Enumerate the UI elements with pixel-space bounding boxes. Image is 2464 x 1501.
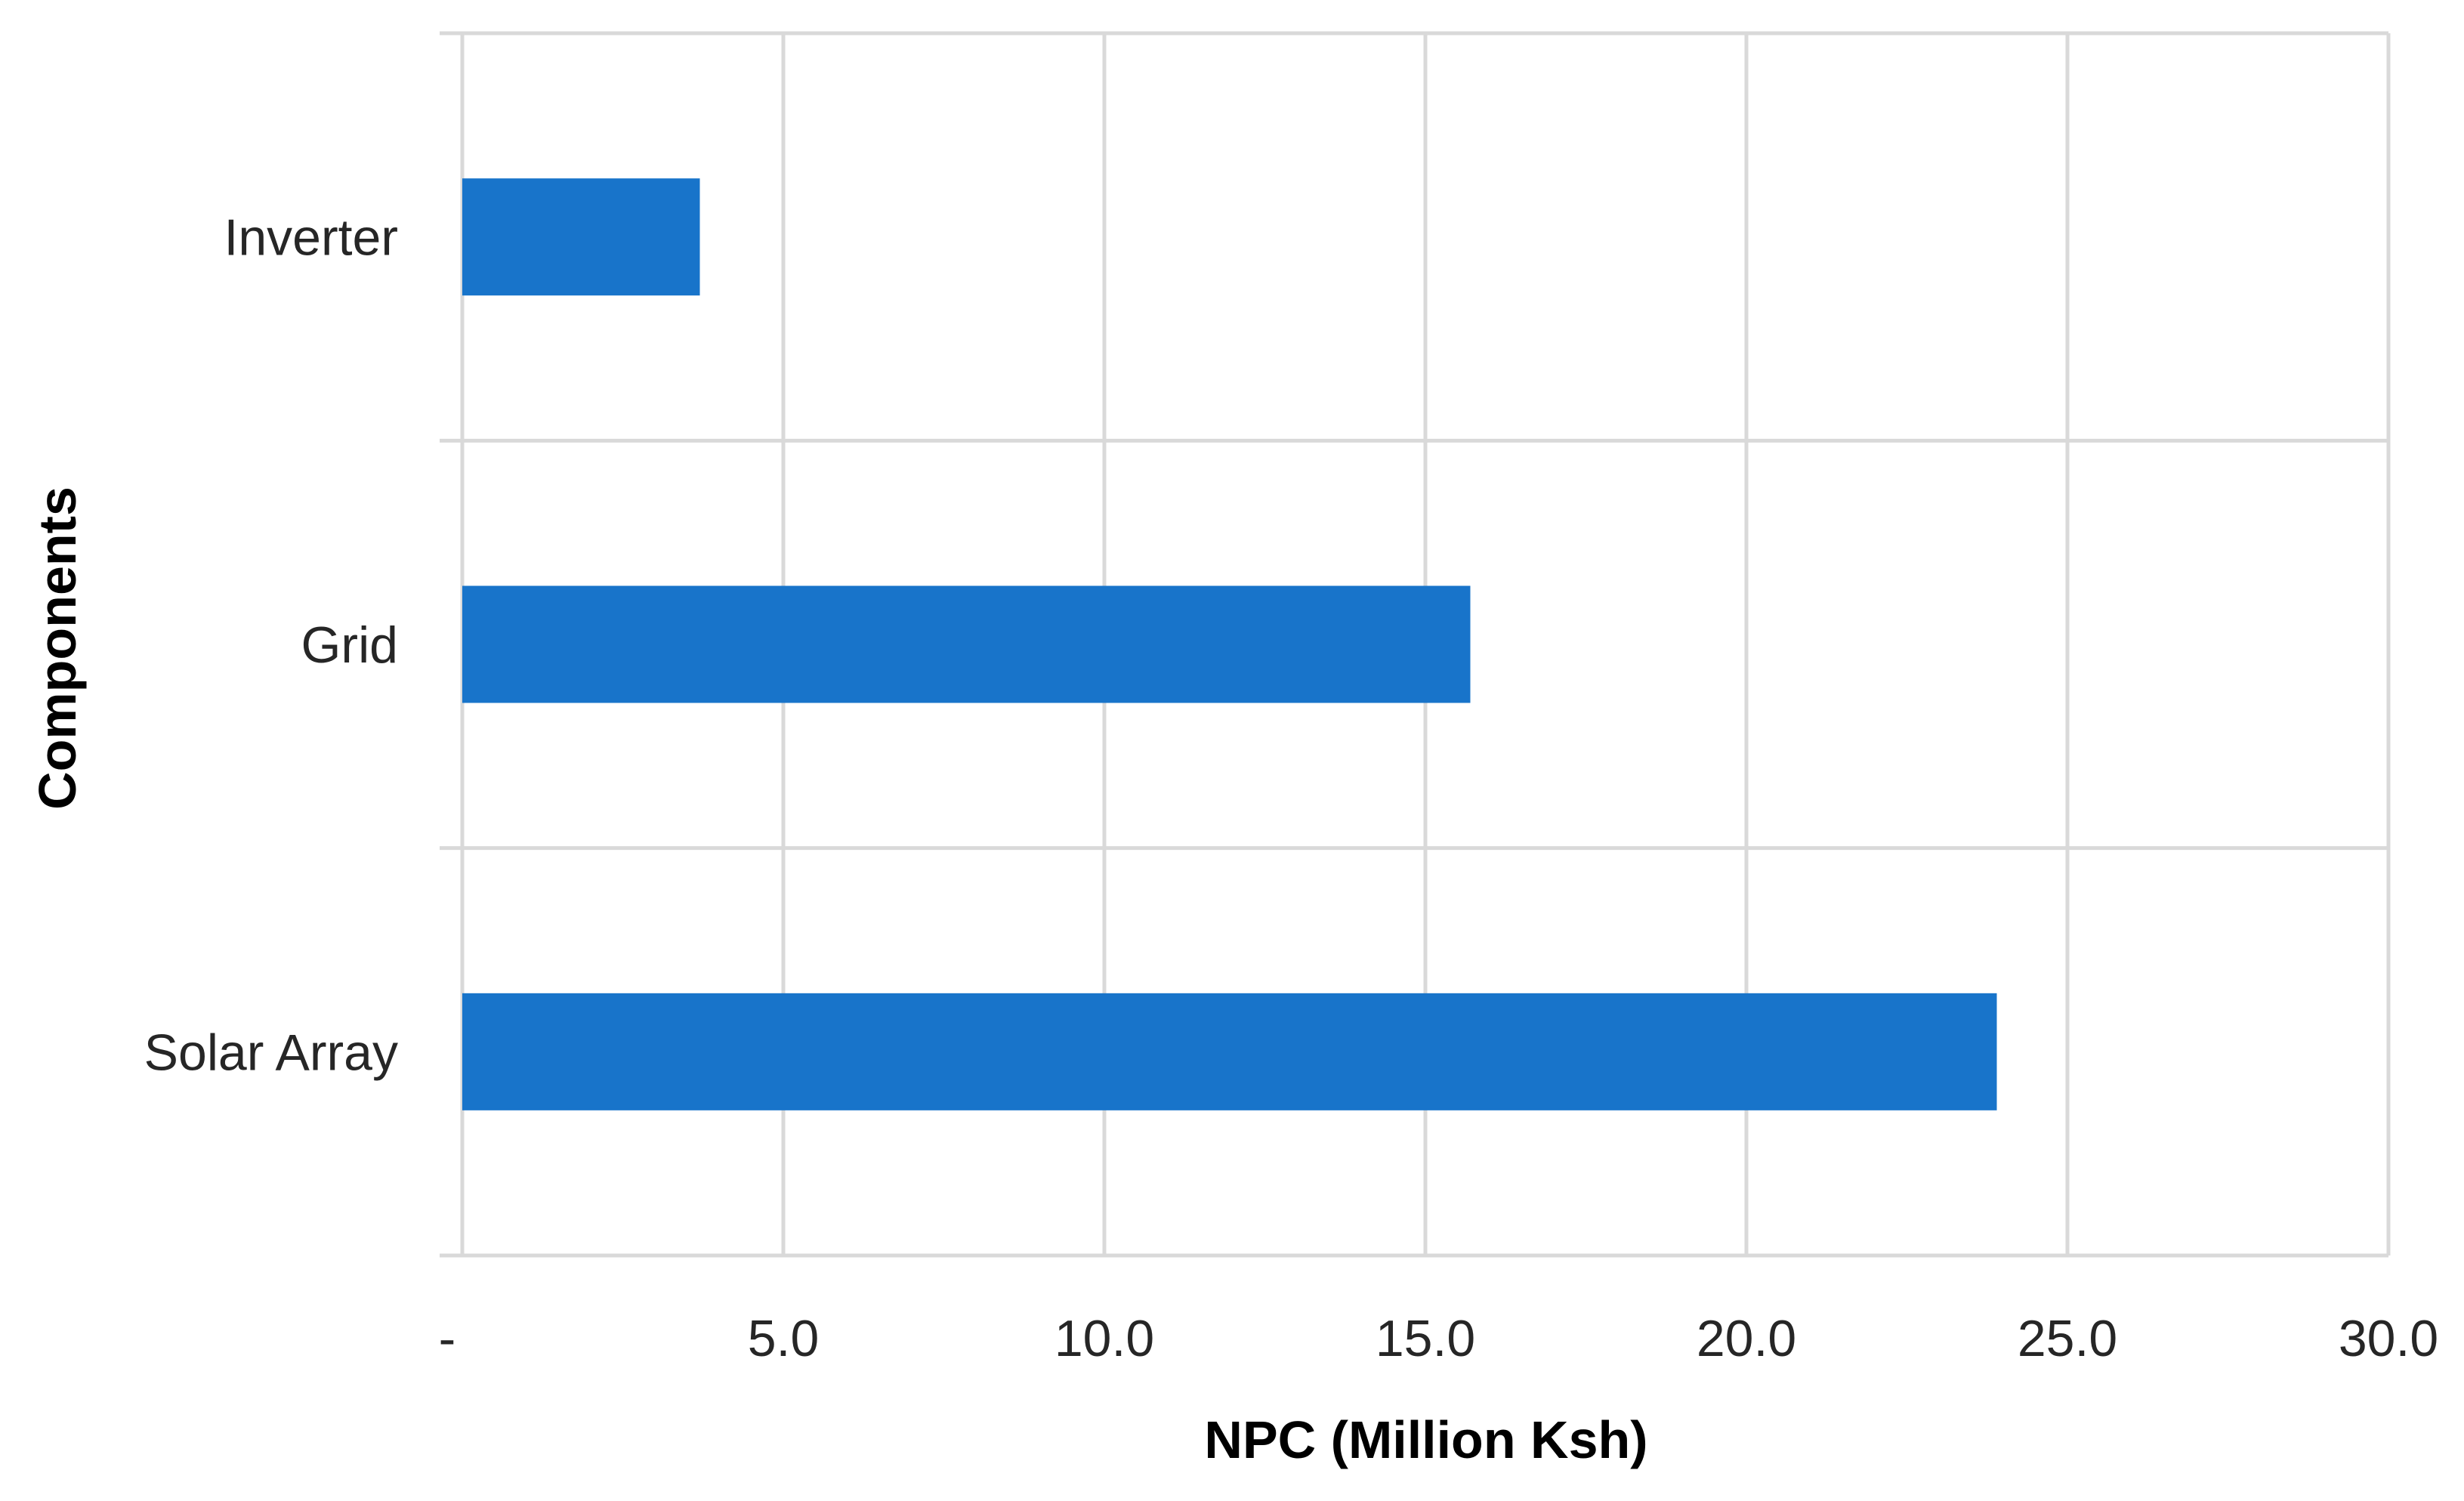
x-tick-label-6: 30.0: [2339, 1310, 2438, 1367]
y-tick-label-2: Solar Array: [144, 1024, 398, 1081]
bar-grid: [462, 585, 1471, 703]
y-tick-labels: Inverter Grid Solar Array: [144, 209, 398, 1082]
x-tick-labels: - 5.0 10.0 15.0 20.0 25.0 30.0: [439, 1310, 2439, 1367]
x-tick-label-3: 15.0: [1376, 1310, 1475, 1367]
x-tick-label-0: -: [439, 1310, 456, 1367]
bars: [462, 178, 1997, 1110]
y-axis-title: Components: [28, 486, 87, 810]
x-tick-label-4: 20.0: [1697, 1310, 1796, 1367]
x-tick-label-2: 10.0: [1054, 1310, 1154, 1367]
y-tick-label-0: Inverter: [224, 209, 398, 267]
grid-lines: [440, 31, 2391, 1258]
x-tick-label-1: 5.0: [748, 1310, 820, 1367]
x-axis-title: NPC (Million Ksh): [1204, 1410, 1647, 1469]
bar-solar-array: [462, 993, 1997, 1110]
y-tick-label-1: Grid: [301, 616, 398, 674]
x-tick-label-5: 25.0: [2018, 1310, 2117, 1367]
bar-inverter: [462, 178, 700, 296]
